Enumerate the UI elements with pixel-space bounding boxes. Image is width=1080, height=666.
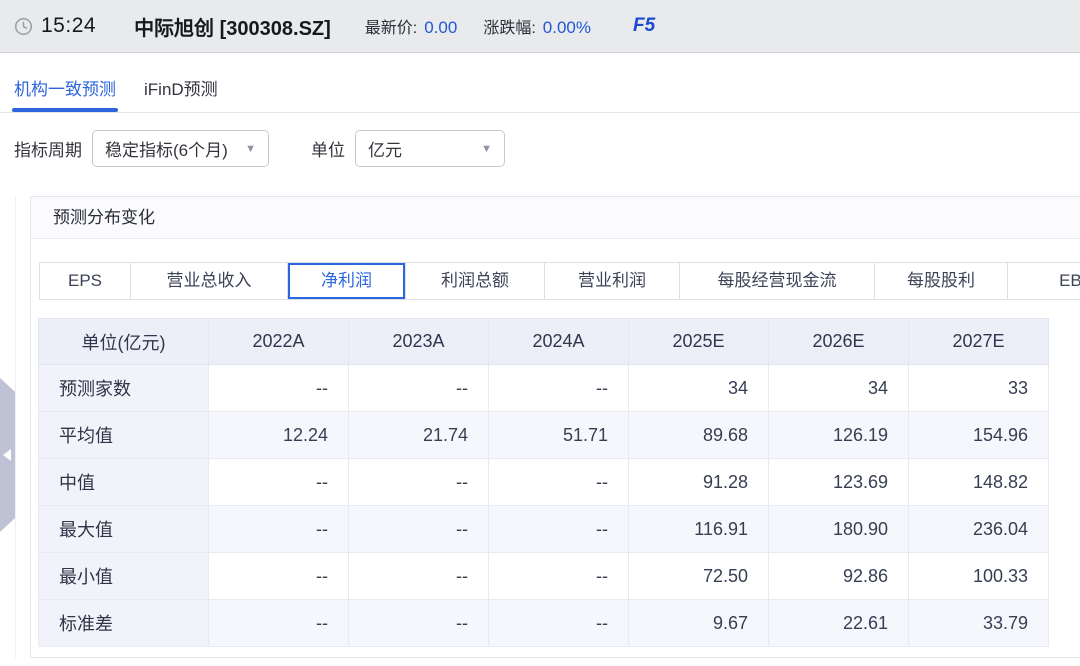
cell-value: -- [488, 552, 629, 600]
time-label: 15:24 [41, 14, 97, 37]
row-label: 最大值 [38, 505, 209, 553]
row-label: 平均值 [38, 411, 209, 459]
cell-value: 9.67 [628, 599, 769, 647]
forecast-distribution-panel: 预测分布变化 EPS 营业总收入 净利润 利润总额 营业利润 每股经营现金流 每… [30, 196, 1080, 658]
metric-tab-total-profit[interactable]: 利润总额 [406, 263, 545, 299]
col-header-2027e: 2027E [908, 318, 1049, 365]
cell-value: -- [208, 599, 349, 647]
cell-value: 22.61 [768, 599, 909, 647]
col-header-2024a: 2024A [488, 318, 629, 365]
table-row: 预测家数 -- -- -- 34 34 33 [38, 364, 1049, 412]
unit-select-value: 亿元 [368, 141, 402, 160]
cell-value: 33.79 [908, 599, 1049, 647]
cell-value: -- [488, 364, 629, 412]
table-row: 标准差 -- -- -- 9.67 22.61 33.79 [38, 599, 1049, 647]
stock-title: 中际旭创 [300308.SZ] [134, 17, 331, 40]
cell-value: 12.24 [208, 411, 349, 459]
metric-tab-net-profit[interactable]: 净利润 [288, 263, 406, 299]
latest-price-label: 最新价: [364, 20, 418, 37]
cell-value: 180.90 [768, 505, 909, 553]
col-header-unit: 单位(亿元) [38, 318, 209, 365]
tab-label: 机构一致预测 [14, 80, 116, 99]
cell-value: -- [488, 599, 629, 647]
cell-value: 34 [768, 364, 909, 412]
cell-value: 89.68 [628, 411, 769, 459]
chevron-down-icon: ▼ [481, 142, 492, 155]
sidebar-collapse-handle[interactable] [0, 378, 15, 532]
cell-value: -- [348, 364, 489, 412]
cell-value: 34 [628, 364, 769, 412]
cell-value: 236.04 [908, 505, 1049, 553]
col-header-2025e: 2025E [628, 318, 769, 365]
chevron-down-icon: ▼ [245, 142, 256, 155]
forecast-table: 单位(亿元) 2022A 2023A 2024A 2025E 2026E 202… [38, 318, 1049, 647]
panel-title: 预测分布变化 [31, 197, 1080, 239]
metric-tab-strip: EPS 营业总收入 净利润 利润总额 营业利润 每股经营现金流 每股股利 EBI… [39, 262, 1080, 300]
col-header-2026e: 2026E [768, 318, 909, 365]
row-label: 中值 [38, 458, 209, 506]
row-label: 最小值 [38, 552, 209, 600]
cell-value: 92.86 [768, 552, 909, 600]
cell-value: -- [348, 505, 489, 553]
collapse-left-arrow-icon [3, 449, 11, 461]
cell-value: 148.82 [908, 458, 1049, 506]
active-tab-underline [12, 108, 118, 112]
metric-tab-dividend-per-share[interactable]: 每股股利 [875, 263, 1008, 299]
table-row: 中值 -- -- -- 91.28 123.69 148.82 [38, 458, 1049, 506]
cell-value: 51.71 [488, 411, 629, 459]
cell-value: -- [348, 599, 489, 647]
metric-tab-eps[interactable]: EPS [40, 263, 131, 299]
side-panel-edge [15, 196, 16, 658]
cell-value: -- [488, 458, 629, 506]
cell-value: -- [348, 552, 489, 600]
tab-institution-consensus[interactable]: 机构一致预测 [12, 75, 118, 112]
metric-tab-ocf-per-share[interactable]: 每股经营现金流 [680, 263, 875, 299]
cell-value: 126.19 [768, 411, 909, 459]
cell-value: -- [208, 505, 349, 553]
period-label: 指标周期 [14, 141, 82, 160]
col-header-2023a: 2023A [348, 318, 489, 365]
metric-tab-ebit[interactable]: EBIT [1008, 263, 1080, 299]
metric-tab-operating-profit[interactable]: 营业利润 [545, 263, 680, 299]
f5-refresh-hint: F5 [633, 15, 656, 36]
row-label: 标准差 [38, 599, 209, 647]
period-select[interactable]: 稳定指标(6个月) ▼ [92, 130, 269, 167]
table-row: 平均值 12.24 21.74 51.71 89.68 126.19 154.9… [38, 411, 1049, 459]
cell-value: -- [488, 505, 629, 553]
table-row: 最大值 -- -- -- 116.91 180.90 236.04 [38, 505, 1049, 553]
clock-icon [14, 17, 33, 35]
period-select-value: 稳定指标(6个月) [105, 141, 228, 160]
cell-value: 33 [908, 364, 1049, 412]
cell-value: -- [348, 458, 489, 506]
table-header-row: 单位(亿元) 2022A 2023A 2024A 2025E 2026E 202… [38, 318, 1049, 365]
tab-ifind-forecast[interactable]: iFinD预测 [144, 75, 218, 100]
filter-controls: 指标周期 稳定指标(6个月) ▼ 单位 亿元 ▼ [14, 130, 1080, 167]
metric-tab-total-revenue[interactable]: 营业总收入 [131, 263, 288, 299]
change-value: 0.00% [542, 18, 591, 37]
unit-select[interactable]: 亿元 ▼ [355, 130, 505, 167]
cell-value: -- [208, 552, 349, 600]
cell-value: -- [208, 458, 349, 506]
cell-value: 72.50 [628, 552, 769, 600]
table-row: 最小值 -- -- -- 72.50 92.86 100.33 [38, 552, 1049, 600]
unit-label: 单位 [311, 141, 345, 160]
row-label: 预测家数 [38, 364, 209, 412]
cell-value: 100.33 [908, 552, 1049, 600]
col-header-2022a: 2022A [208, 318, 349, 365]
cell-value: 21.74 [348, 411, 489, 459]
cell-value: 123.69 [768, 458, 909, 506]
cell-value: 91.28 [628, 458, 769, 506]
cell-value: 116.91 [628, 505, 769, 553]
tab-label: iFinD预测 [144, 80, 218, 99]
cell-value: 154.96 [908, 411, 1049, 459]
change-label: 涨跌幅: [483, 20, 536, 37]
cell-value: -- [208, 364, 349, 412]
top-bar: 15:24 中际旭创 [300308.SZ] 最新价: 0.00 涨跌幅: 0.… [0, 0, 1080, 53]
latest-price-value: 0.00 [424, 18, 458, 37]
forecast-nav-tabs: 机构一致预测 iFinD预测 [0, 53, 1080, 113]
